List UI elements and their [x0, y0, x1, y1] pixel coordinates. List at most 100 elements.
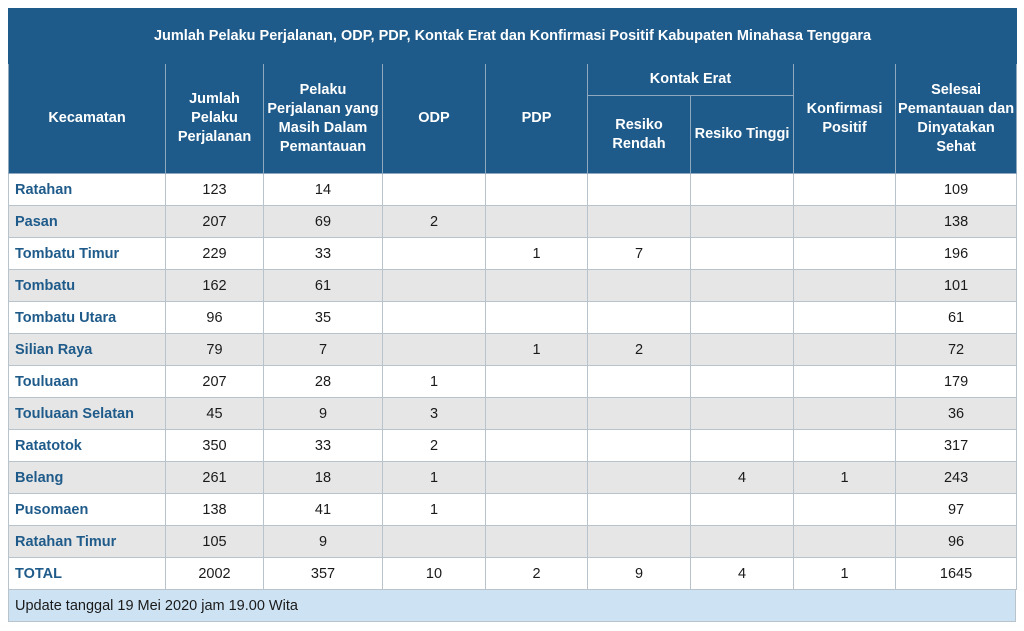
- cell-kecamatan: Ratahan Timur: [8, 525, 166, 558]
- data-table: Jumlah Pelaku Perjalanan, ODP, PDP, Kont…: [7, 8, 1018, 590]
- table-row: Tombatu 162 61 101: [8, 269, 1018, 302]
- cell-rendah: [587, 429, 691, 462]
- cell-konfirmasi: [793, 365, 896, 398]
- cell-selesai: 101: [894, 269, 1018, 302]
- cell-jumlah: 105: [165, 525, 264, 558]
- table-row: Pasan 207 69 2 138: [8, 205, 1018, 238]
- cell-rendah: 7: [587, 237, 691, 270]
- cell-rendah: [587, 525, 691, 558]
- table-row: Ratahan Timur 105 9 96: [8, 525, 1018, 558]
- cell-kecamatan: Tombatu: [8, 269, 166, 302]
- cell-tinggi: [690, 333, 794, 366]
- cell-konfirmasi: [793, 397, 896, 430]
- cell-kecamatan: Ratahan: [8, 173, 166, 206]
- cell-selesai: 243: [894, 461, 1018, 494]
- cell-pemantauan: 14: [263, 173, 383, 206]
- cell-selesai: 36: [894, 397, 1018, 430]
- cell-pemantauan: 69: [263, 205, 383, 238]
- cell-odp: [382, 237, 486, 270]
- cell-kecamatan: Silian Raya: [8, 333, 166, 366]
- header-selesai: Selesai Pemantauan dan Dinyatakan Sehat: [894, 63, 1018, 174]
- cell-selesai: 109: [894, 173, 1018, 206]
- cell-pemantauan: 41: [263, 493, 383, 526]
- cell-jumlah: 207: [165, 365, 264, 398]
- cell-odp: [382, 333, 486, 366]
- cell-kecamatan: Ratatotok: [8, 429, 166, 462]
- cell-jumlah: 79: [165, 333, 264, 366]
- cell-selesai: 138: [894, 205, 1018, 238]
- cell-tinggi: [690, 365, 794, 398]
- cell-konfirmasi: [793, 237, 896, 270]
- table-row: Touluaan 207 28 1 179: [8, 365, 1018, 398]
- cell-jumlah: 207: [165, 205, 264, 238]
- cell-konfirmasi: [793, 269, 896, 302]
- header-kontak-erat: Kontak Erat: [587, 63, 794, 96]
- cell-kecamatan: TOTAL: [8, 557, 166, 590]
- cell-jumlah: 162: [165, 269, 264, 302]
- cell-pdp: [485, 205, 588, 238]
- table-body: Ratahan 123 14 109 Pasan 207 69 2 138 Tombatu Tim…: [8, 173, 1018, 590]
- table-row: Ratahan 123 14 109: [8, 173, 1018, 206]
- cell-pdp: 2: [485, 557, 588, 590]
- cell-pdp: [485, 493, 588, 526]
- cell-kecamatan: Tombatu Utara: [8, 301, 166, 334]
- cell-pdp: 1: [485, 333, 588, 366]
- cell-konfirmasi: [793, 429, 896, 462]
- table-row: Silian Raya 79 7 1 2 72: [8, 333, 1018, 366]
- cell-konfirmasi: [793, 173, 896, 206]
- table-row: Pusomaen 138 41 1 97: [8, 493, 1018, 526]
- cell-rendah: [587, 301, 691, 334]
- cell-rendah: [587, 397, 691, 430]
- cell-odp: [382, 301, 486, 334]
- cell-pemantauan: 9: [263, 397, 383, 430]
- cell-konfirmasi: [793, 525, 896, 558]
- cell-kecamatan: Touluaan: [8, 365, 166, 398]
- cell-odp: 2: [382, 205, 486, 238]
- cell-tinggi: [690, 205, 794, 238]
- cell-rendah: [587, 269, 691, 302]
- header-odp: ODP: [382, 63, 486, 174]
- cell-konfirmasi: 1: [793, 461, 896, 494]
- cell-pemantauan: 9: [263, 525, 383, 558]
- cell-tinggi: [690, 173, 794, 206]
- cell-pdp: [485, 429, 588, 462]
- cell-jumlah: 96: [165, 301, 264, 334]
- cell-kecamatan: Pusomaen: [8, 493, 166, 526]
- cell-rendah: 2: [587, 333, 691, 366]
- cell-jumlah: 229: [165, 237, 264, 270]
- cell-selesai: 72: [894, 333, 1018, 366]
- cell-jumlah: 123: [165, 173, 264, 206]
- cell-tinggi: [690, 493, 794, 526]
- cell-jumlah: 261: [165, 461, 264, 494]
- cell-pemantauan: 18: [263, 461, 383, 494]
- cell-tinggi: [690, 269, 794, 302]
- table-row: Ratatotok 350 33 2 317: [8, 429, 1018, 462]
- header-konfirmasi: Konfirmasi Positif: [793, 63, 896, 174]
- cell-tinggi: 4: [690, 461, 794, 494]
- cell-odp: [382, 525, 486, 558]
- cell-selesai: 61: [894, 301, 1018, 334]
- cell-rendah: [587, 493, 691, 526]
- cell-pemantauan: 33: [263, 429, 383, 462]
- cell-pdp: [485, 301, 588, 334]
- cell-kecamatan: Pasan: [8, 205, 166, 238]
- cell-konfirmasi: [793, 205, 896, 238]
- cell-pemantauan: 35: [263, 301, 383, 334]
- total-row: TOTAL 2002 357 10 2 9 4 1 1645: [8, 557, 1018, 590]
- cell-pemantauan: 28: [263, 365, 383, 398]
- cell-tinggi: 4: [690, 557, 794, 590]
- cell-pdp: [485, 397, 588, 430]
- cell-rendah: 9: [587, 557, 691, 590]
- cell-pdp: [485, 461, 588, 494]
- cell-rendah: [587, 173, 691, 206]
- cell-tinggi: [690, 301, 794, 334]
- cell-odp: 10: [382, 557, 486, 590]
- table-row: Tombatu Utara 96 35 61: [8, 301, 1018, 334]
- cell-tinggi: [690, 397, 794, 430]
- cell-kecamatan: Tombatu Timur: [8, 237, 166, 270]
- cell-kecamatan: Touluaan Selatan: [8, 397, 166, 430]
- cell-tinggi: [690, 237, 794, 270]
- cell-odp: 2: [382, 429, 486, 462]
- cell-pemantauan: 357: [263, 557, 383, 590]
- cell-konfirmasi: [793, 333, 896, 366]
